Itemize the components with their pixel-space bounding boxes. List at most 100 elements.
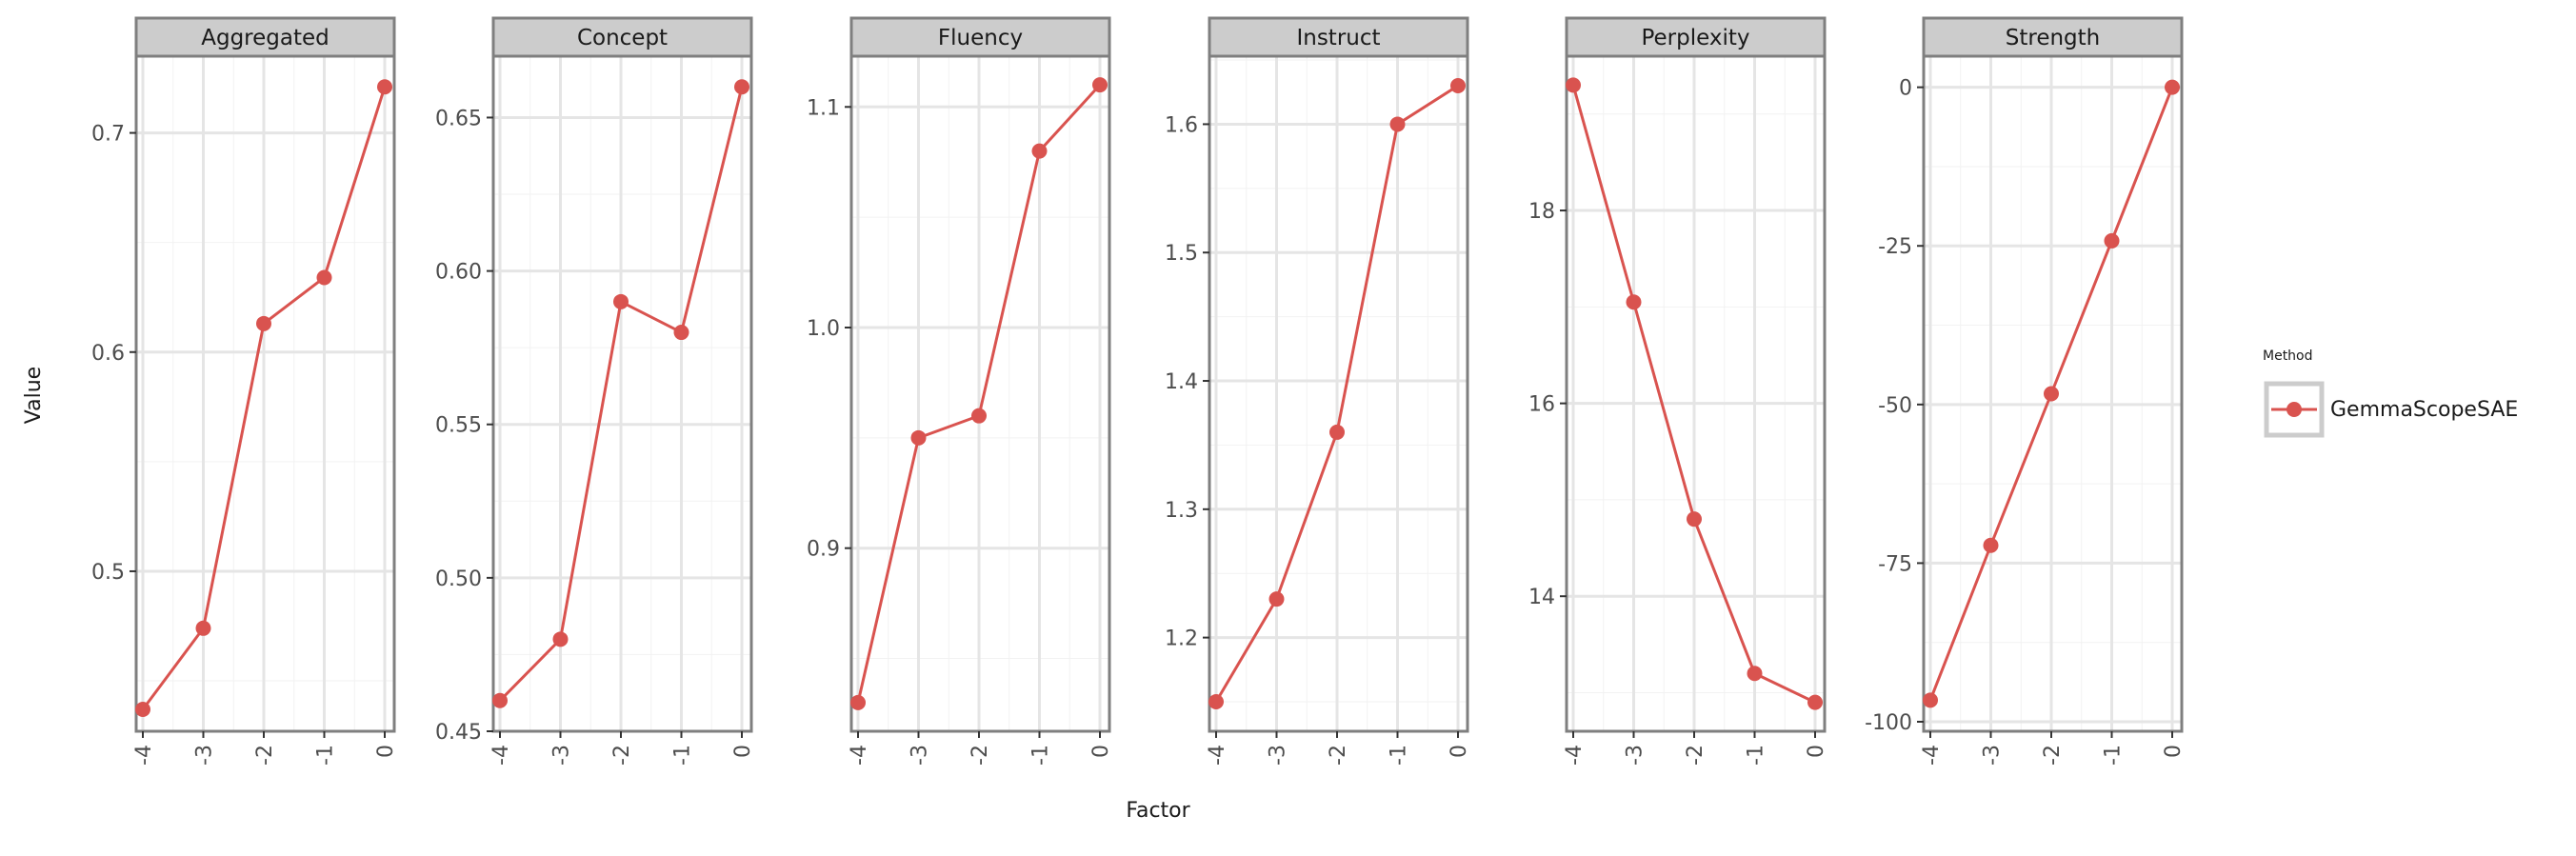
- x-tick-label: 0: [374, 745, 398, 758]
- facet-strip: [1922, 16, 2184, 58]
- legend: Method GemmaScopeSAE: [2263, 348, 2518, 438]
- data-point: [1268, 591, 1285, 607]
- x-tick-label: -3: [1981, 745, 2005, 766]
- x-tick-label: -3: [1624, 745, 1647, 766]
- x-tick-label: -2: [1684, 745, 1707, 766]
- x-tick-label: -3: [550, 745, 574, 766]
- y-tick-label: 16: [1528, 393, 1555, 417]
- y-tick-label: 18: [1528, 200, 1555, 224]
- y-tick-label: 1.3: [1165, 499, 1198, 523]
- data-point: [1092, 77, 1108, 93]
- x-tick-label: -1: [1745, 745, 1768, 766]
- data-point: [1747, 666, 1763, 682]
- y-tick-label: 0.55: [435, 414, 482, 438]
- x-tick-label: -2: [968, 745, 992, 766]
- y-tick-label: 0.60: [435, 261, 482, 285]
- data-point: [1807, 694, 1823, 710]
- x-tick-label: 0: [1089, 745, 1113, 758]
- data-point: [1687, 511, 1702, 528]
- x-tick-label: -1: [1029, 745, 1053, 766]
- x-tick-label: 0: [1448, 745, 1471, 758]
- x-tick-label: -2: [2041, 745, 2065, 766]
- x-tick-label: -4: [1563, 745, 1587, 766]
- x-tick-label: 0: [2162, 745, 2186, 758]
- legend-key-point: [2286, 402, 2302, 417]
- legend-title: Method: [2263, 348, 2313, 364]
- data-point: [850, 694, 866, 710]
- facet-aggregated: Aggregated 0.5 0.6 0.7 -4 -3 -2 -1 0: [91, 16, 398, 766]
- data-point: [377, 79, 392, 95]
- facet-strength: Strength -100 -75 -50 -25 0 -4 -3 -2 -1 0: [1865, 16, 2186, 766]
- y-tick-label: 0.7: [91, 123, 125, 147]
- facet-strip-label: Strength: [2006, 26, 2101, 50]
- data-point: [135, 701, 150, 717]
- x-tick-label: -4: [1920, 745, 1944, 766]
- x-tick-label: 0: [731, 745, 755, 758]
- y-tick-label: -75: [1878, 552, 1912, 576]
- y-tick-label: 0.6: [91, 342, 125, 366]
- legend-entry-label: GemmaScopeSAE: [2330, 398, 2518, 422]
- x-axis-title: Factor: [1126, 799, 1190, 823]
- data-point: [613, 293, 629, 309]
- legend-key-box: [2264, 381, 2325, 438]
- facet-strip-label: Perplexity: [1641, 26, 1749, 50]
- data-point: [492, 692, 508, 708]
- x-tick-label: -4: [132, 745, 156, 766]
- data-point: [1031, 143, 1048, 159]
- y-tick-label: 0.45: [435, 721, 482, 745]
- x-tick-label: -4: [489, 745, 513, 766]
- data-point: [2044, 386, 2059, 402]
- facet-perplexity: Perplexity 14 16 18 -4 -3 -2 -1 0: [1528, 16, 1828, 766]
- y-tick-label: 14: [1528, 586, 1555, 609]
- data-point: [673, 325, 689, 341]
- x-tick-label: -3: [909, 745, 932, 766]
- y-tick-label: 1.5: [1165, 242, 1198, 266]
- x-tick-label: -2: [610, 745, 634, 766]
- x-tick-label: -1: [1388, 745, 1411, 766]
- y-tick-label: 1.1: [807, 96, 840, 120]
- facet-strip: [1208, 16, 1469, 58]
- data-point: [971, 408, 987, 424]
- y-tick-label: 0.50: [435, 567, 482, 591]
- data-point: [1626, 294, 1642, 310]
- data-point: [552, 631, 569, 647]
- x-tick-label: 0: [1805, 745, 1828, 758]
- y-tick-label: 1.4: [1165, 370, 1198, 394]
- data-point: [2104, 232, 2120, 249]
- x-tick-label: -3: [1267, 745, 1290, 766]
- y-tick-label: -50: [1878, 394, 1912, 418]
- y-axis-title: Value: [22, 367, 46, 424]
- x-tick-label: -4: [1206, 745, 1229, 766]
- facet-strip-label: Aggregated: [201, 26, 329, 50]
- data-point: [734, 79, 749, 95]
- facet-strip: [134, 16, 396, 58]
- facet-strip-label: Concept: [577, 26, 668, 50]
- facet-strip: [1565, 16, 1827, 58]
- data-point: [195, 620, 211, 636]
- data-point: [256, 315, 271, 331]
- facet-concept: Concept 0.45 0.50 0.55 0.60 0.65 -4 -3 -2 -1 0: [435, 16, 755, 766]
- facet-strip: [849, 16, 1111, 58]
- y-tick-label: 0.5: [91, 561, 125, 585]
- x-tick-label: -2: [1327, 745, 1350, 766]
- y-tick-label: -100: [1865, 711, 1912, 735]
- y-tick-label: 1.6: [1165, 113, 1198, 137]
- y-tick-label: 1.0: [807, 317, 840, 341]
- facet-instruct: Instruct 1.2 1.3 1.4 1.5 1.6 -4 -3 -2 -1 0: [1165, 16, 1471, 766]
- data-point: [2165, 79, 2180, 95]
- facet-strip: [491, 16, 753, 58]
- x-tick-label: -1: [314, 745, 338, 766]
- facet-strip-label: Instruct: [1296, 26, 1380, 50]
- data-point: [1389, 116, 1406, 132]
- x-tick-label: -2: [253, 745, 277, 766]
- data-point: [910, 429, 927, 446]
- facet-panels: Aggregated 0.5 0.6 0.7 -4 -3 -2 -1 0 Concept 0.45 0…: [91, 16, 2186, 766]
- y-tick-label: 0.65: [435, 107, 482, 130]
- facet-strip-label: Fluency: [938, 26, 1023, 50]
- data-point: [316, 269, 332, 286]
- data-point: [1983, 537, 1999, 553]
- x-tick-label: -1: [2102, 745, 2126, 766]
- data-point: [1208, 693, 1224, 709]
